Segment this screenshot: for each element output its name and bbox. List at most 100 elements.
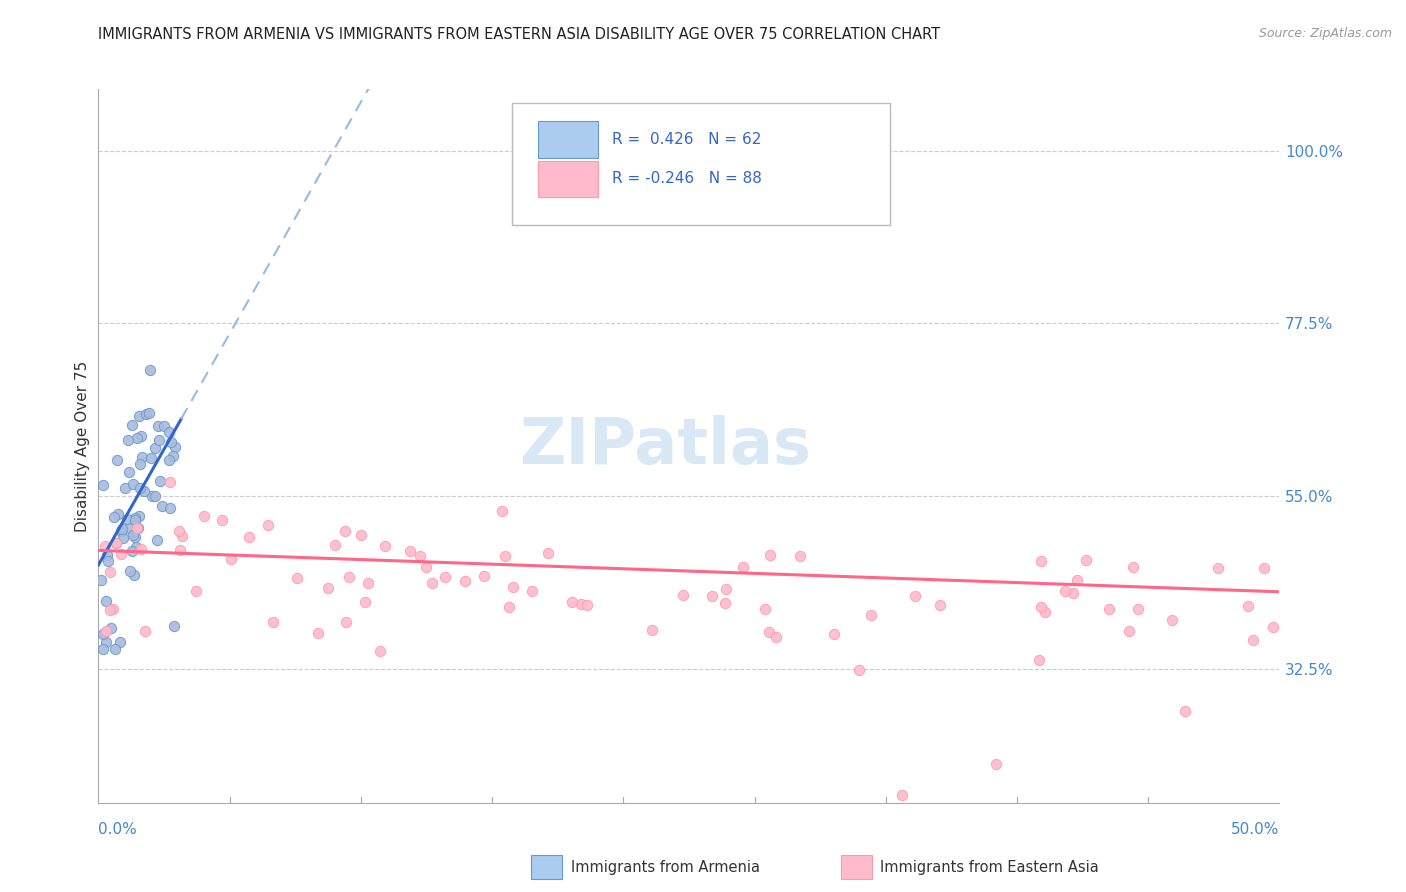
Point [134, 624, 156, 638]
Point [337, 570, 360, 584]
Point [758, 625, 780, 640]
Point [569, 597, 592, 611]
Point [124, 511, 146, 525]
Point [105, 452, 128, 467]
Point [474, 569, 496, 583]
Point [125, 540, 148, 554]
Point [1062, 585, 1084, 599]
Point [121, 418, 143, 433]
Point [796, 834, 818, 848]
Point [754, 602, 776, 616]
Point [238, 530, 260, 544]
Point [169, 543, 191, 558]
Point [494, 549, 516, 563]
Point [520, 584, 543, 599]
Point [262, 615, 284, 629]
Point [162, 449, 184, 463]
Point [420, 576, 443, 591]
Point [1261, 620, 1284, 634]
Point [91, 477, 114, 491]
Point [1122, 560, 1144, 574]
Point [146, 418, 169, 433]
FancyBboxPatch shape [537, 121, 598, 158]
Point [789, 549, 811, 564]
Point [211, 513, 233, 527]
Text: IMMIGRANTS FROM ARMENIA VS IMMIGRANTS FROM EASTERN ASIA DISABILITY AGE OVER 75 C: IMMIGRANTS FROM ARMENIA VS IMMIGRANTS FR… [98, 27, 941, 42]
Point [1053, 583, 1076, 598]
Point [765, 631, 787, 645]
Point [1174, 704, 1197, 718]
Point [759, 548, 782, 562]
Point [1128, 602, 1150, 616]
Point [1161, 613, 1184, 627]
Point [114, 481, 136, 495]
Point [125, 521, 148, 535]
Point [135, 407, 157, 421]
Point [111, 531, 134, 545]
Point [129, 541, 152, 556]
Point [139, 363, 162, 377]
Point [90, 573, 112, 587]
Point [104, 642, 127, 657]
Point [399, 543, 422, 558]
Point [1028, 653, 1050, 667]
Point [159, 500, 181, 515]
Point [141, 451, 163, 466]
Text: R = -0.246   N = 88: R = -0.246 N = 88 [612, 171, 762, 186]
Point [91, 627, 114, 641]
Point [91, 642, 114, 657]
Point [890, 788, 912, 802]
Point [128, 409, 150, 423]
Point [153, 419, 176, 434]
Point [108, 634, 131, 648]
Point [145, 441, 167, 455]
Point [714, 582, 737, 596]
Point [433, 570, 456, 584]
Text: 0.0%: 0.0% [98, 822, 138, 837]
Point [132, 483, 155, 498]
Point [823, 626, 845, 640]
Point [748, 811, 770, 825]
Point [859, 608, 882, 623]
Point [98, 603, 121, 617]
Point [101, 602, 124, 616]
Point [357, 576, 380, 591]
Point [131, 450, 153, 464]
Point [256, 517, 278, 532]
Point [128, 509, 150, 524]
Y-axis label: Disability Age Over 75: Disability Age Over 75 [75, 360, 90, 532]
Point [167, 524, 190, 539]
Point [368, 643, 391, 657]
Point [100, 621, 122, 635]
FancyBboxPatch shape [537, 161, 598, 197]
Point [1241, 632, 1264, 647]
Point [409, 549, 432, 563]
Point [131, 429, 153, 443]
Point [318, 581, 340, 595]
Text: 50.0%: 50.0% [1232, 822, 1279, 837]
Point [714, 596, 737, 610]
Point [984, 757, 1007, 772]
Point [118, 465, 141, 479]
Point [146, 533, 169, 548]
Point [1074, 552, 1097, 566]
Point [107, 507, 129, 521]
Point [323, 538, 346, 552]
Point [848, 663, 870, 677]
Point [374, 539, 396, 553]
Point [163, 440, 186, 454]
Point [498, 600, 520, 615]
Point [1098, 602, 1121, 616]
Point [94, 539, 117, 553]
Point [163, 619, 186, 633]
Point [576, 599, 599, 613]
Text: Immigrants from Eastern Asia: Immigrants from Eastern Asia [880, 860, 1099, 874]
Point [928, 598, 950, 612]
Point [193, 508, 215, 523]
Point [1253, 561, 1275, 575]
Point [110, 547, 132, 561]
Point [111, 522, 134, 536]
Point [97, 553, 120, 567]
Point [125, 431, 148, 445]
Point [733, 559, 755, 574]
